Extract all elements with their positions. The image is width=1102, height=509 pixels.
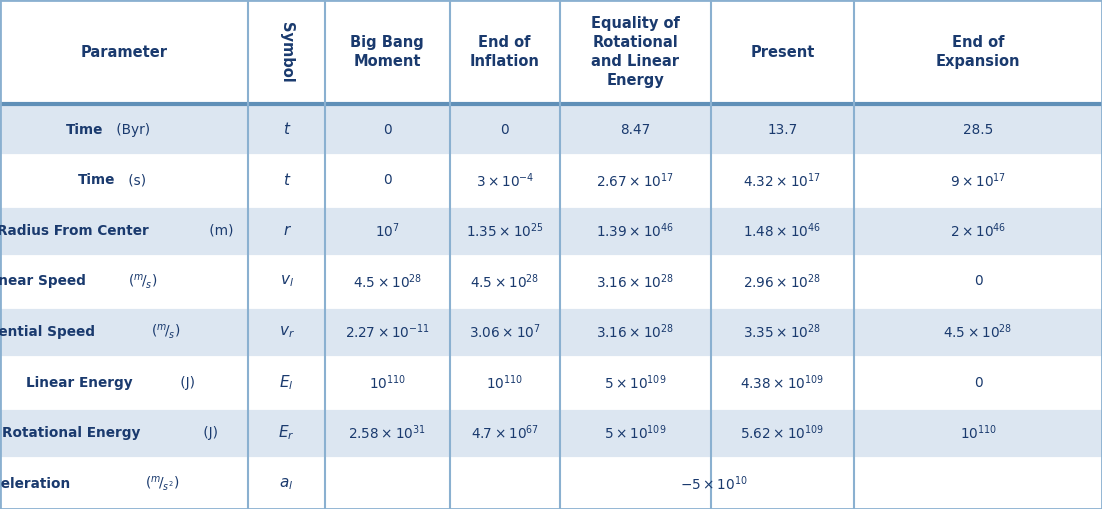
Text: Linear Speed: Linear Speed	[0, 274, 86, 289]
Text: $v_l$: $v_l$	[280, 273, 293, 289]
Bar	[0, 104, 1102, 155]
Text: Parameter: Parameter	[80, 45, 168, 60]
Text: 13.7: 13.7	[767, 123, 798, 136]
Text: $a_l$: $a_l$	[280, 476, 293, 492]
Text: r: r	[283, 223, 290, 238]
Text: $4.5 \times 10^{28}$: $4.5 \times 10^{28}$	[471, 272, 539, 291]
Text: Tangential Speed: Tangential Speed	[0, 325, 95, 339]
Text: $4.32 \times 10^{17}$: $4.32 \times 10^{17}$	[744, 171, 821, 189]
Bar	[0, 0, 1102, 104]
Text: $10^{110}$: $10^{110}$	[960, 424, 996, 442]
Text: $9 \times 10^{17}$: $9 \times 10^{17}$	[950, 171, 1006, 189]
Text: $4.38 \times 10^{109}$: $4.38 \times 10^{109}$	[741, 373, 824, 392]
Text: Linear Acceleration: Linear Acceleration	[0, 477, 71, 491]
Text: $2.96 \times 10^{28}$: $2.96 \times 10^{28}$	[744, 272, 821, 291]
Text: $10^{110}$: $10^{110}$	[486, 373, 523, 392]
Bar	[0, 357, 1102, 408]
Text: ($^m\!/_{s^2}$): ($^m\!/_{s^2}$)	[141, 474, 180, 493]
Text: Time: Time	[77, 173, 115, 187]
Text: $10^{110}$: $10^{110}$	[369, 373, 406, 392]
Text: $v_r$: $v_r$	[279, 324, 294, 340]
Text: 0: 0	[383, 123, 391, 136]
Text: $10^{7}$: $10^{7}$	[375, 221, 400, 240]
Text: Symbol: Symbol	[279, 22, 294, 82]
Text: $2 \times 10^{46}$: $2 \times 10^{46}$	[950, 221, 1006, 240]
Bar	[0, 306, 1102, 357]
Text: $3.06 \times 10^{7}$: $3.06 \times 10^{7}$	[468, 323, 541, 341]
Text: $4.5 \times 10^{28}$: $4.5 \times 10^{28}$	[943, 323, 1013, 341]
Text: $4.5 \times 10^{28}$: $4.5 \times 10^{28}$	[353, 272, 422, 291]
Bar	[0, 206, 1102, 256]
Text: 0: 0	[383, 173, 391, 187]
Text: $2.27 \times 10^{-11}$: $2.27 \times 10^{-11}$	[345, 323, 430, 341]
Text: 8.47: 8.47	[620, 123, 650, 136]
Text: ($^m\!/_s$): ($^m\!/_s$)	[148, 323, 181, 341]
Text: $-5 \times 10^{10}$: $-5 \times 10^{10}$	[680, 474, 747, 493]
Text: 28.5: 28.5	[963, 123, 993, 136]
Bar	[0, 459, 1102, 509]
Text: $E_r$: $E_r$	[278, 424, 295, 442]
Text: $E_l$: $E_l$	[279, 373, 294, 392]
Text: (J): (J)	[199, 426, 218, 440]
Text: Radius From Center: Radius From Center	[0, 224, 149, 238]
Text: $3.35 \times 10^{28}$: $3.35 \times 10^{28}$	[744, 323, 821, 341]
Text: t: t	[283, 173, 290, 188]
Text: $5 \times 10^{109}$: $5 \times 10^{109}$	[604, 424, 667, 442]
Text: Equality of
Rotational
and Linear
Energy: Equality of Rotational and Linear Energy	[591, 16, 680, 89]
Text: $2.58 \times 10^{31}$: $2.58 \times 10^{31}$	[348, 424, 426, 442]
Text: $1.35 \times 10^{25}$: $1.35 \times 10^{25}$	[466, 221, 543, 240]
Text: (m): (m)	[205, 224, 234, 238]
Text: 0: 0	[974, 376, 982, 389]
Bar	[0, 256, 1102, 306]
Text: $3.16 \times 10^{28}$: $3.16 \times 10^{28}$	[596, 323, 674, 341]
Text: ($^m\!/_s$): ($^m\!/_s$)	[123, 272, 158, 291]
Text: (s): (s)	[125, 173, 147, 187]
Text: Present: Present	[750, 45, 814, 60]
Text: $2.67 \times 10^{17}$: $2.67 \times 10^{17}$	[596, 171, 674, 189]
Text: (J): (J)	[176, 376, 195, 389]
Text: $5.62 \times 10^{109}$: $5.62 \times 10^{109}$	[741, 424, 824, 442]
Text: $3.16 \times 10^{28}$: $3.16 \times 10^{28}$	[596, 272, 674, 291]
Text: (Byr): (Byr)	[112, 123, 151, 136]
Text: Time: Time	[66, 123, 104, 136]
Text: t: t	[283, 122, 290, 137]
Text: 0: 0	[500, 123, 509, 136]
Text: $1.39 \times 10^{46}$: $1.39 \times 10^{46}$	[596, 221, 674, 240]
Bar	[0, 155, 1102, 206]
Text: $5 \times 10^{109}$: $5 \times 10^{109}$	[604, 373, 667, 392]
Bar	[0, 408, 1102, 459]
Text: Big Bang
Moment: Big Bang Moment	[350, 35, 424, 69]
Text: End of
Expansion: End of Expansion	[936, 35, 1020, 69]
Text: $4.7 \times 10^{67}$: $4.7 \times 10^{67}$	[471, 424, 539, 442]
Text: Linear Energy: Linear Energy	[25, 376, 132, 389]
Text: 0: 0	[974, 274, 982, 289]
Text: Rotational Energy: Rotational Energy	[2, 426, 141, 440]
Text: $3 \times 10^{-4}$: $3 \times 10^{-4}$	[476, 171, 533, 189]
Text: $1.48 \times 10^{46}$: $1.48 \times 10^{46}$	[744, 221, 821, 240]
Text: End of
Inflation: End of Inflation	[469, 35, 540, 69]
